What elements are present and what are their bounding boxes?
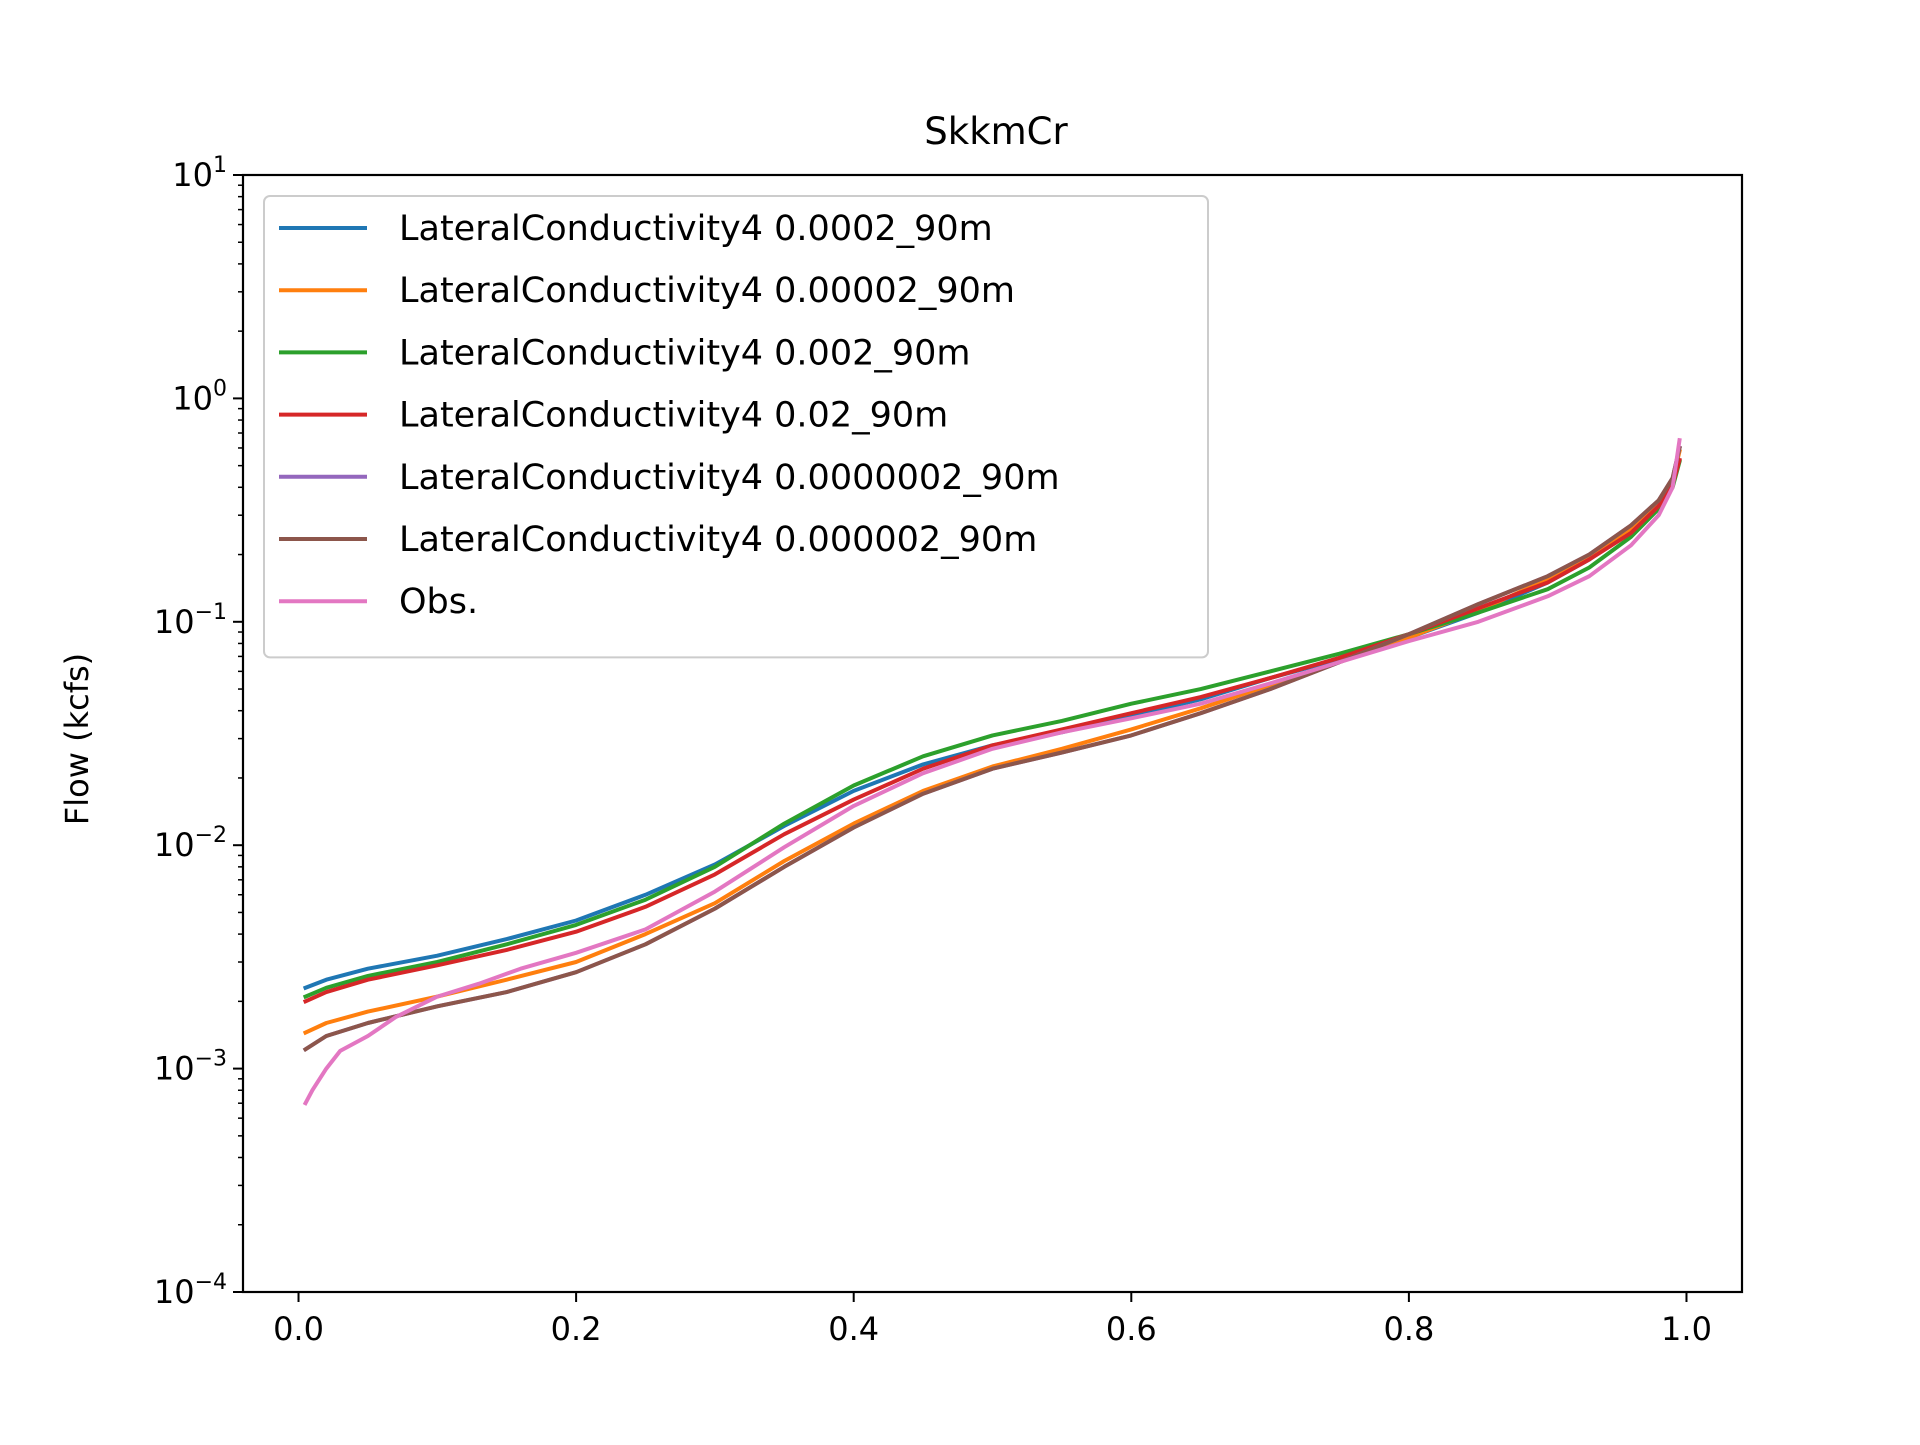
x-tick-label: 1.0 [1661, 1310, 1712, 1348]
y-tick-label: 10−3 [154, 1047, 227, 1088]
plot-frame [241, 173, 1744, 1294]
x-tick-label: 0.8 [1383, 1310, 1434, 1348]
series-line-4 [302, 457, 1682, 1004]
y-tick-label: 101 [172, 153, 227, 194]
chart-title: SkkmCr [924, 110, 1068, 153]
x-tick-label: 0.6 [1106, 1310, 1157, 1348]
axes-layer: 0.0 0.2 0.4 0.6 0.8 1.0 10−4 10−3 10−2 10−1 100 101 [154, 153, 1744, 1348]
x-tick-label: 0.2 [551, 1310, 602, 1348]
y-tick-label: 100 [172, 376, 227, 417]
y-tick-label: 10−4 [154, 1270, 227, 1311]
legend-label-7: Obs. [399, 582, 478, 622]
series-line-6 [302, 445, 1682, 1053]
legend: LateralConductivity4 0.0002_90m LateralCo… [263, 195, 1209, 659]
legend-label-3: LateralConductivity4 0.002_90m [399, 333, 970, 373]
series-line-7 [302, 437, 1682, 1106]
y-axis-label: Flow (kcfs) [58, 653, 96, 825]
legend-box [263, 195, 1209, 659]
x-tick-label: 0.4 [828, 1310, 879, 1348]
x-tick-label: 0.0 [273, 1310, 324, 1348]
legend-label-1: LateralConductivity4 0.0002_90m [399, 209, 993, 249]
y-tick-label: 10−2 [154, 823, 227, 864]
legend-label-6: LateralConductivity4 0.000002_90m [399, 520, 1037, 560]
legend-label-2: LateralConductivity4 0.00002_90m [399, 271, 1015, 311]
series-line-3 [302, 459, 1682, 1000]
series-line-2 [302, 448, 1682, 1036]
legend-label-5: LateralConductivity4 0.0000002_90m [399, 458, 1060, 498]
series-layer [302, 437, 1682, 1106]
y-tick-label: 10−1 [154, 600, 227, 641]
legend-label-4: LateralConductivity4 0.02_90m [399, 396, 948, 436]
